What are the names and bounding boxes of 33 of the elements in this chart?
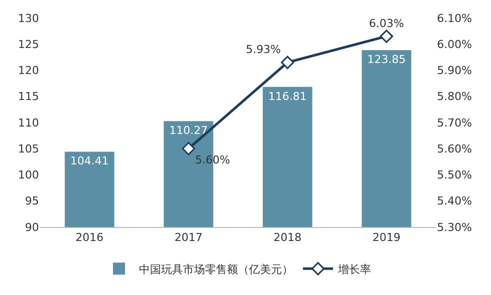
point [280, 56, 294, 70]
y-tick-label: 95 [25, 194, 39, 208]
data-label: 104.41 [70, 154, 109, 168]
y-tick-label: 105 [18, 142, 39, 156]
x-tick-label: 2017 [174, 231, 202, 244]
y2-tick-label: 5.70% [437, 116, 472, 130]
y2-tick-label: 5.90% [437, 64, 472, 78]
y-tick-label: 110 [18, 116, 39, 130]
y2-tick-label: 5.60% [437, 142, 472, 156]
data-label: 110.27 [169, 124, 208, 138]
data-label: 5.93% [246, 43, 281, 56]
y-tick-label: 125 [18, 38, 39, 51]
y2-tick-label: 5.80% [437, 90, 472, 104]
y2-tick-label: 5.40% [437, 194, 472, 208]
data-label: 123.85 [367, 53, 406, 66]
y2-tick-label: 5.50% [437, 168, 472, 182]
y-tick-label: 90 [25, 220, 39, 234]
y2-tick-label: 6.10% [437, 12, 472, 25]
legend-label: 增长率 [337, 262, 371, 276]
data-label: 6.03% [369, 16, 404, 30]
y-tick-label: 120 [18, 64, 39, 78]
x-tick-label: 2018 [274, 231, 302, 244]
data-label: 116.81 [268, 90, 307, 103]
y-tick-label: 115 [18, 90, 39, 104]
x-tick-label: 2016 [76, 231, 104, 244]
point [380, 30, 394, 43]
point [182, 142, 196, 156]
y2-tick-label: 6.00% [437, 38, 472, 51]
y-tick-label: 100 [18, 168, 39, 182]
legend-label: 中国玩具市场零售额（亿美元） [139, 262, 293, 276]
y2-tick-label: 5.30% [437, 220, 472, 234]
x-tick-label: 2019 [372, 231, 400, 244]
y-tick-label: 130 [18, 12, 39, 25]
